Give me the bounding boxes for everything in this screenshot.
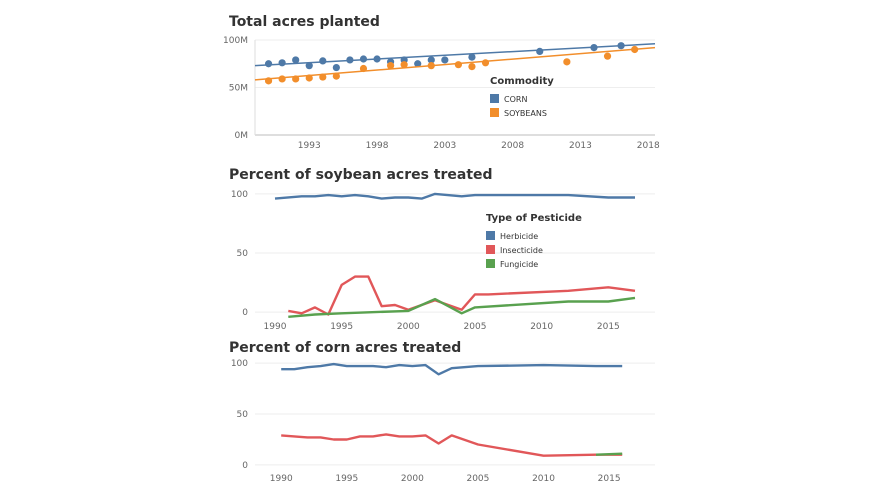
data-point-soybeans [278,75,286,83]
x-tick-label: 2015 [598,474,621,484]
data-point-corn [305,62,313,70]
chart2-title: Percent of soybean acres treated [229,167,493,183]
series-line-herbicide [274,192,635,200]
series-line-insecticide [288,275,636,316]
legend-swatch [486,231,495,240]
x-tick-label: 1990 [264,322,287,332]
y-tick-label: 50 [237,410,249,420]
data-point-soybeans [292,75,300,83]
legend-swatch [490,94,499,103]
y-tick-label: 0 [242,308,248,318]
x-tick-label: 2003 [433,141,456,151]
x-tick-label: 2005 [464,322,487,332]
series-line-herbicide [281,362,623,376]
y-tick-label: 50 [237,249,249,259]
data-point-soybeans [332,72,340,80]
data-point-corn [590,44,598,52]
data-point-corn [359,55,368,63]
data-point-corn [536,47,544,56]
x-tick-label: 2000 [401,474,424,484]
x-tick-label: 2015 [597,322,620,332]
data-point-soybeans [359,64,368,73]
data-point-corn [468,53,476,61]
data-point-corn [264,60,273,68]
data-point-corn [414,60,422,68]
data-point-soybeans [400,61,408,69]
data-point-corn [292,56,300,64]
chart-3: 0 50 100 1990 1995 2000 2005 2010 2015 [231,359,655,484]
y-tick-label: 0M [235,131,249,141]
data-point-corn [332,63,340,72]
data-point-soybeans [631,45,639,54]
legend-item: Insecticide [500,246,543,255]
legend-item: SOYBEANS [504,109,547,118]
legend-title: Type of Pesticide [486,213,582,224]
x-tick-label: 2008 [501,141,524,151]
x-tick-label: 1995 [335,474,358,484]
legend-item: CORN [504,95,527,104]
data-point-soybeans [427,62,435,70]
chart1-title: Total acres planted [229,14,380,30]
data-point-soybeans [454,61,462,69]
series-line-fungicide [595,452,623,456]
series-line-insecticide [281,433,623,457]
data-point-corn [346,56,354,64]
data-point-soybeans [319,73,327,81]
data-point-corn [319,57,327,65]
x-tick-label: 2013 [569,141,592,151]
data-point-corn [427,56,435,64]
series-line-fungicide [288,296,636,318]
legend: Type of Pesticide Herbicide Insecticide Fun… [486,213,582,269]
x-tick-label: 1990 [270,474,293,484]
data-point-soybeans [264,77,273,85]
y-tick-label: 100 [231,359,248,369]
chart-2: 0 50 100 1990 1995 2000 2005 2010 2015 Type of Pe… [231,190,655,332]
data-point-soybeans [481,59,490,67]
x-tick-label: 2010 [530,322,553,332]
data-point-soybeans [468,63,476,71]
legend-title: Commodity [490,76,554,87]
chart3-title: Percent of corn acres treated [229,340,462,356]
data-point-corn [373,55,381,63]
x-tick-label: 1998 [366,141,389,151]
data-point-soybeans [305,74,313,82]
data-point-soybeans [603,52,612,60]
legend-swatch [486,259,495,268]
y-tick-label: 0 [242,461,248,471]
x-tick-label: 2000 [397,322,420,332]
legend-swatch [490,108,499,117]
legend-swatch [486,245,495,254]
x-tick-label: 2010 [532,474,555,484]
legend-item: Herbicide [500,232,538,241]
y-tick-label: 50M [229,84,248,94]
x-tick-label: 1995 [330,322,353,332]
y-tick-label: 100 [231,190,248,200]
legend: Commodity CORN SOYBEANS [490,76,554,118]
data-point-corn [441,56,449,64]
data-point-soybeans [563,58,571,66]
data-point-soybeans [386,62,395,70]
data-point-corn [278,59,286,67]
data-point-corn [617,42,625,50]
y-tick-label: 100M [223,36,248,46]
x-tick-label: 2018 [637,141,660,151]
legend-item: Fungicide [500,260,538,269]
x-tick-label: 1993 [298,141,321,151]
chart-1: 0M 50M 100M 1993 1998 2003 2008 2013 2018 Commodi… [223,36,660,151]
x-tick-label: 2005 [466,474,489,484]
